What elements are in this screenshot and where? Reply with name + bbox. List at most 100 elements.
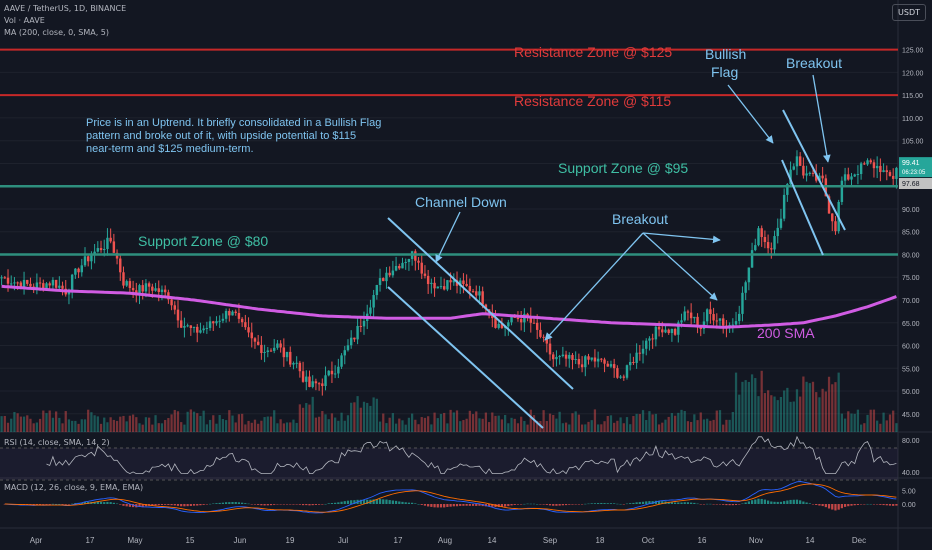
candle-body <box>558 356 561 358</box>
candle-body <box>786 184 789 195</box>
macd-histogram-bar <box>712 504 715 505</box>
volume-bar <box>263 417 266 432</box>
candle-body <box>574 358 577 360</box>
candle-body <box>619 376 622 378</box>
macd-histogram-bar <box>295 504 298 505</box>
breakout-flag-arrow <box>812 74 831 163</box>
x-tick-label-14: Nov <box>749 536 763 545</box>
volume-bar <box>317 416 321 432</box>
ma-legend[interactable]: MA (200, close, 0, SMA, 5) <box>4 28 110 37</box>
volume-bar <box>526 424 529 432</box>
candle-body <box>83 256 87 266</box>
candle-body <box>459 280 462 286</box>
volume-bar <box>439 413 443 432</box>
volume-bar <box>160 423 164 432</box>
macd-histogram-bar <box>64 504 67 505</box>
x-tick-label-12: Oct <box>642 536 655 545</box>
macd-histogram-bar <box>895 504 898 506</box>
volume-bar <box>529 409 532 432</box>
volume-bar <box>690 421 693 432</box>
volume-legend[interactable]: Vol · AAVE <box>4 16 45 25</box>
candle-body <box>814 173 818 181</box>
macd-histogram-bar <box>863 504 866 505</box>
macd-histogram-bar <box>170 504 173 506</box>
volume-bar <box>231 415 234 432</box>
candle-body <box>125 281 128 286</box>
x-tick-label-0: Apr <box>30 536 43 545</box>
candle-body <box>29 283 32 287</box>
x-tick-label-1: 17 <box>86 536 95 545</box>
macd-histogram-bar <box>869 503 872 505</box>
candle-body <box>372 295 375 308</box>
volume-bar <box>208 419 212 432</box>
macd-histogram-bar <box>273 504 276 505</box>
candle-body <box>228 311 231 316</box>
volume-bar <box>754 378 757 432</box>
volume-bar <box>218 415 221 432</box>
candle-body <box>532 322 536 324</box>
candle-body <box>289 351 292 365</box>
candle-body <box>183 325 186 328</box>
candle-body <box>375 285 379 296</box>
candle-body <box>314 381 318 384</box>
macd-histogram-bar <box>414 503 417 504</box>
macd-histogram-bar <box>180 504 183 507</box>
candle-body <box>446 280 449 290</box>
candle-body <box>718 318 722 321</box>
candle-body <box>561 354 565 357</box>
volume-bar <box>266 416 269 432</box>
symbol-title[interactable]: AAVE / TetherUS, 1D, BINANCE <box>4 4 127 13</box>
volume-bar <box>629 424 632 432</box>
candle-body <box>888 172 892 176</box>
candle-body <box>74 268 77 275</box>
candle-body <box>42 283 45 289</box>
candle-body <box>244 322 247 328</box>
candle-body <box>875 165 879 169</box>
candle-body <box>160 289 164 292</box>
volume-bar <box>324 414 327 432</box>
macd-histogram-bar <box>728 504 731 506</box>
macd-histogram-bar <box>622 504 625 505</box>
candle-body <box>10 283 13 285</box>
candle-body <box>657 326 661 330</box>
breakout-arrow-right <box>642 232 721 244</box>
candle-body <box>170 299 173 306</box>
candle-body <box>497 323 500 328</box>
rsi-legend[interactable]: RSI (14, close, SMA, 14, 2) <box>4 438 110 447</box>
candle-body <box>221 318 225 321</box>
candle-body <box>850 176 853 180</box>
volume-bar <box>484 412 488 432</box>
volume-bar <box>481 418 484 432</box>
macd-histogram-bar <box>504 504 507 507</box>
volume-bar <box>42 410 45 432</box>
volume-bar <box>173 409 176 432</box>
macd-legend[interactable]: MACD (12, 26, close, 9, EMA, EMA) <box>4 483 144 492</box>
candle-body <box>192 326 196 328</box>
macd-histogram-bar <box>51 503 55 505</box>
candle-body <box>340 355 343 367</box>
volume-bar <box>144 417 148 432</box>
macd-histogram-bar <box>58 503 61 505</box>
volume-bar <box>462 420 465 432</box>
macd-histogram-bar <box>571 504 574 505</box>
candle-body <box>80 265 84 273</box>
breakout-label-2: Breakout <box>786 55 842 71</box>
volume-bar <box>362 401 366 432</box>
macd-histogram-bar <box>404 502 407 504</box>
candle-body <box>378 278 382 286</box>
volume-bar <box>295 422 298 432</box>
candle-body <box>333 373 337 375</box>
volume-bar <box>718 410 722 432</box>
candle-body <box>199 330 202 333</box>
macd-histogram-bar <box>61 504 64 505</box>
candle-body <box>539 329 542 337</box>
macd-histogram-bar <box>584 503 587 505</box>
candle-body <box>590 357 593 360</box>
candle-body <box>747 267 751 283</box>
volume-bar <box>13 412 16 432</box>
currency-button[interactable]: USDT <box>892 4 926 21</box>
volume-bar <box>22 416 26 432</box>
sma-200-label: 200 SMA <box>757 325 815 341</box>
